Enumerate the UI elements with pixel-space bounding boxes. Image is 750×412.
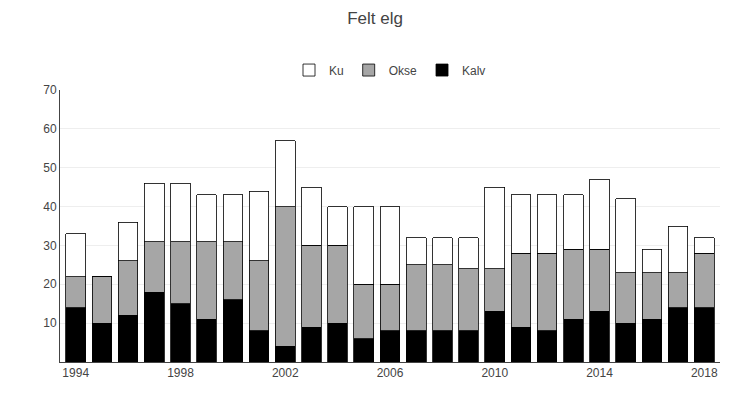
svg-text:1994: 1994 xyxy=(62,366,89,380)
svg-text:60: 60 xyxy=(43,122,57,136)
svg-text:10: 10 xyxy=(43,316,57,330)
svg-text:Okse: Okse xyxy=(389,64,417,78)
svg-text:Felt elg: Felt elg xyxy=(347,9,403,28)
svg-text:40: 40 xyxy=(43,200,57,214)
svg-text:1998: 1998 xyxy=(167,366,194,380)
svg-text:2006: 2006 xyxy=(377,366,404,380)
svg-text:2002: 2002 xyxy=(272,366,299,380)
svg-text:2010: 2010 xyxy=(481,366,508,380)
svg-text:2014: 2014 xyxy=(586,366,613,380)
svg-text:30: 30 xyxy=(43,239,57,253)
svg-text:Kalv: Kalv xyxy=(462,64,485,78)
svg-text:50: 50 xyxy=(43,161,57,175)
svg-text:2018: 2018 xyxy=(691,366,718,380)
svg-text:70: 70 xyxy=(43,83,57,97)
svg-text:Ku: Ku xyxy=(329,64,344,78)
svg-text:20: 20 xyxy=(43,277,57,291)
